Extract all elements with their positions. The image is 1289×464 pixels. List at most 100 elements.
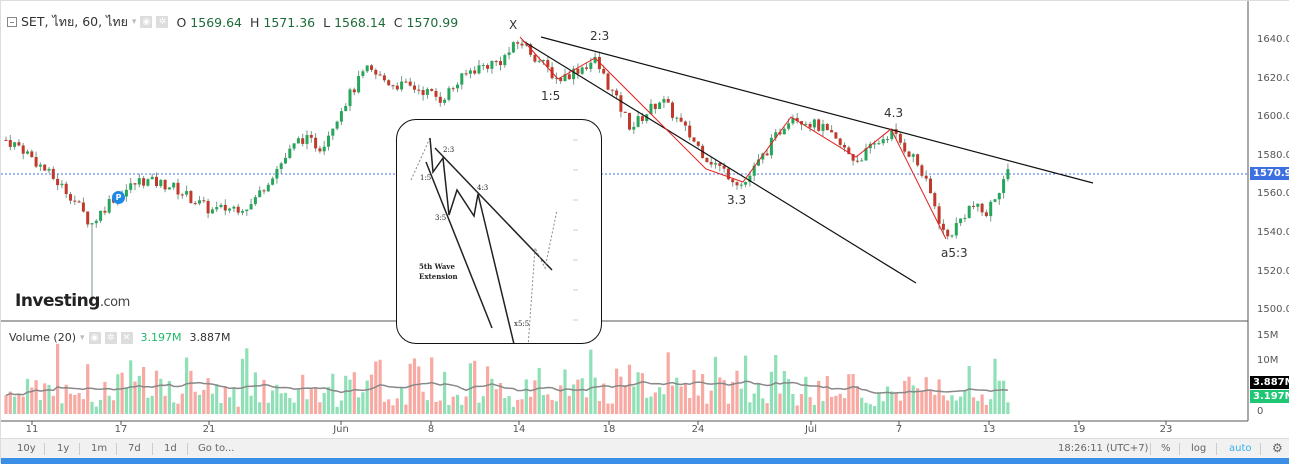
candle: [675, 117, 679, 119]
range-10y[interactable]: 10y: [17, 443, 36, 454]
p-badge[interactable]: P: [112, 191, 125, 204]
candle: [245, 209, 249, 212]
time-tick: 19: [1072, 424, 1086, 435]
volume-title[interactable]: Volume (20): [9, 331, 76, 344]
volume-bar: [507, 396, 511, 414]
volume-bar: [916, 388, 920, 414]
current-price-tag: 1570.99: [1250, 167, 1289, 180]
volume-bar: [731, 381, 735, 414]
range-1m[interactable]: 1m: [91, 443, 108, 454]
candle: [425, 89, 429, 95]
candle: [718, 163, 722, 166]
price-tick: 1580.00: [1257, 149, 1289, 161]
volume-bar: [606, 403, 610, 414]
candle: [993, 199, 997, 202]
settings-gear-icon[interactable]: ⚙: [1272, 441, 1283, 455]
volume-bar: [142, 366, 146, 414]
volume-bar: [546, 394, 550, 414]
volume-bar: [120, 372, 124, 414]
candle: [1006, 169, 1010, 180]
auto-toggle[interactable]: auto: [1229, 443, 1252, 454]
wave-zigzag[interactable]: [519, 36, 947, 240]
volume-bar: [25, 378, 30, 414]
volume-bar: [185, 357, 189, 414]
low-value: 1568.14: [334, 14, 386, 30]
volume-bar: [400, 387, 404, 414]
time-tick: 11: [25, 424, 39, 435]
chevron-down-icon[interactable]: ▾: [131, 17, 137, 27]
volume-bar: [563, 369, 567, 414]
volume-bar: [825, 376, 829, 414]
volume-bar: [447, 404, 451, 414]
volume-bar: [881, 401, 885, 414]
volume-bar: [34, 380, 38, 414]
candle: [301, 138, 305, 144]
wave-label-2: 2:3: [590, 29, 610, 43]
lower-trendline[interactable]: [522, 40, 917, 284]
volume-bar: [421, 391, 425, 414]
volume-bar: [387, 399, 391, 414]
volume-bar: [21, 396, 25, 414]
symbol-title[interactable]: SET, ไทย, 60, ไทย: [21, 14, 128, 29]
candle: [266, 184, 270, 192]
candle: [258, 190, 262, 198]
eye-icon[interactable]: ◉: [140, 16, 153, 28]
volume-bar: [64, 384, 68, 414]
volume-bar: [159, 378, 163, 414]
range-1d[interactable]: 1d: [164, 443, 177, 454]
percent-toggle[interactable]: %: [1161, 443, 1171, 454]
volume-bar: [683, 383, 687, 414]
volume-bar: [976, 400, 980, 414]
range-1y[interactable]: 1y: [57, 443, 70, 454]
volume-bar: [494, 389, 498, 414]
candle: [739, 184, 743, 186]
time-tick: 23: [1159, 424, 1173, 435]
upper-trendline[interactable]: [540, 36, 1094, 184]
candle: [774, 132, 778, 138]
chevron-down-icon[interactable]: ▾: [80, 332, 85, 343]
candle: [683, 121, 687, 126]
candle: [486, 65, 490, 69]
volume-bar: [111, 400, 116, 414]
collapse-icon[interactable]: [7, 17, 17, 27]
volume-bar: [787, 379, 791, 414]
volume-bar: [236, 406, 240, 414]
volume-bar: [253, 372, 257, 414]
log-toggle[interactable]: log: [1191, 443, 1207, 454]
volume-bar: [99, 399, 103, 414]
candle: [262, 190, 266, 192]
gear-icon[interactable]: ✲: [156, 16, 169, 28]
candle: [206, 200, 210, 214]
volume-bar: [615, 368, 619, 414]
gear-icon[interactable]: ✲: [104, 331, 117, 344]
candle: [365, 65, 369, 72]
close-icon[interactable]: ✕: [120, 331, 133, 344]
volume-bar: [576, 379, 580, 414]
volume-bar: [533, 380, 537, 414]
symbol-legend: SET, ไทย, 60, ไทย ▾ ◉ ✲ O 1569.64 H 1571.3…: [7, 12, 458, 32]
candle: [834, 132, 838, 139]
volume-bar: [68, 393, 73, 414]
range-7d[interactable]: 7d: [128, 443, 141, 454]
time-tick: 7: [895, 424, 903, 435]
volume-bar: [451, 396, 455, 414]
volume-bar: [658, 387, 662, 414]
eye-icon[interactable]: ◉: [88, 331, 101, 344]
candle: [69, 194, 72, 201]
volume-bar: [365, 380, 369, 414]
candle: [309, 134, 313, 138]
goto-button[interactable]: Go to...: [198, 443, 235, 454]
candle: [705, 157, 709, 163]
volume-bar: [662, 394, 666, 414]
volume-bar: [215, 384, 219, 414]
volume-bar: [980, 394, 984, 414]
candle: [189, 191, 193, 204]
volume-bar: [245, 348, 249, 414]
time-tick: Jun: [333, 424, 349, 435]
volume-bar: [283, 392, 288, 414]
volume-bar: [412, 358, 417, 414]
candle: [339, 111, 343, 122]
volume-bar: [193, 391, 197, 414]
